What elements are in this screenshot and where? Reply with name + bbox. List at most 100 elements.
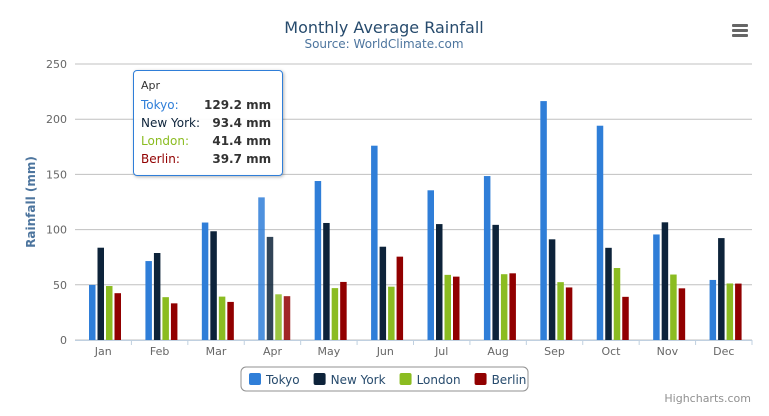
x-tick-label: Dec xyxy=(713,345,734,358)
bar-london-oct[interactable] xyxy=(613,268,621,340)
bar-new-york-oct[interactable] xyxy=(605,247,612,340)
bar-berlin-apr[interactable] xyxy=(283,296,291,340)
tooltip-row: Tokyo: 129.2 mm xyxy=(141,96,271,114)
x-tick-label: Apr xyxy=(263,345,283,358)
bar-tokyo-aug[interactable] xyxy=(483,176,491,340)
y-tick-label: 100 xyxy=(46,224,67,237)
legend-item-berlin[interactable]: Berlin xyxy=(474,373,527,387)
legend-item-tokyo[interactable]: Tokyo xyxy=(249,373,300,387)
bar-berlin-may[interactable] xyxy=(340,281,347,340)
legend-label: Tokyo xyxy=(265,373,300,387)
bar-new-york-jan[interactable] xyxy=(97,247,105,340)
bar-berlin-jul[interactable] xyxy=(453,276,460,340)
bar-new-york-dec[interactable] xyxy=(718,238,725,340)
x-tick-label: Oct xyxy=(601,345,621,358)
bar-new-york-apr[interactable] xyxy=(266,236,274,340)
tooltip-series-name: New York: xyxy=(141,116,200,130)
bar-london-jul[interactable] xyxy=(444,274,452,340)
x-tick-label: Jan xyxy=(94,345,112,358)
credits-link[interactable]: Highcharts.com xyxy=(664,392,751,405)
legend-label: New York xyxy=(331,373,386,387)
chart-subtitle: Source: WorldClimate.com xyxy=(304,37,463,51)
bar-tokyo-jun[interactable] xyxy=(371,145,378,340)
legend-symbol xyxy=(249,373,261,385)
bar-london-aug[interactable] xyxy=(500,274,508,340)
bar-london-may[interactable] xyxy=(331,288,339,340)
bar-london-apr[interactable] xyxy=(275,294,282,340)
bar-berlin-jun[interactable] xyxy=(396,256,404,340)
legend-item-london[interactable]: London xyxy=(399,373,461,387)
x-tick-label: Sep xyxy=(544,345,565,358)
bar-tokyo-apr[interactable] xyxy=(258,197,265,340)
bar-tokyo-dec[interactable] xyxy=(709,279,717,340)
tooltip-header: Apr xyxy=(141,79,161,92)
legend-symbol xyxy=(474,373,487,385)
bar-tokyo-mar[interactable] xyxy=(201,222,209,340)
x-tick-label: May xyxy=(318,345,341,358)
bar-new-york-feb[interactable] xyxy=(153,253,161,340)
tooltip-value: 129.2 mm xyxy=(204,98,272,112)
tooltip-value: 93.4 mm xyxy=(212,116,272,130)
bar-london-feb[interactable] xyxy=(162,297,169,340)
bar-london-mar[interactable] xyxy=(218,296,226,340)
y-tick-label: 150 xyxy=(46,168,67,181)
tooltip: Apr Tokyo: 129.2 mm New York: 93.4 mm London… xyxy=(133,70,283,176)
tooltip-row: London: 41.4 mm xyxy=(141,132,271,150)
chart-title: Monthly Average Rainfall xyxy=(284,18,483,37)
menu-button[interactable] xyxy=(728,20,752,40)
legend-symbol xyxy=(399,373,412,385)
tooltip-series-name: London: xyxy=(141,134,190,148)
bar-london-jan[interactable] xyxy=(106,286,113,340)
y-tick-label: 50 xyxy=(53,279,67,292)
tooltip-row: Berlin: 39.7 mm xyxy=(141,150,271,168)
x-tick-label: Mar xyxy=(206,345,227,358)
x-tick-label: Nov xyxy=(657,345,679,358)
bar-tokyo-jan[interactable] xyxy=(89,284,96,340)
bar-london-dec[interactable] xyxy=(726,283,734,340)
bar-new-york-aug[interactable] xyxy=(492,224,499,340)
bar-new-york-jul[interactable] xyxy=(436,224,443,340)
x-tick-label: Jun xyxy=(376,345,394,358)
x-tick-label: Feb xyxy=(150,345,169,358)
tooltip-value: 41.4 mm xyxy=(212,134,272,148)
bar-new-york-sep[interactable] xyxy=(548,239,556,340)
y-tick-label: 200 xyxy=(46,113,67,126)
tooltip-row: New York: 93.4 mm xyxy=(141,114,271,132)
y-tick-label: 0 xyxy=(60,334,67,347)
x-tick-label: Aug xyxy=(487,345,508,358)
legend-symbol xyxy=(313,373,326,385)
bar-london-nov[interactable] xyxy=(670,274,677,340)
bar-berlin-nov[interactable] xyxy=(678,288,686,340)
bar-new-york-mar[interactable] xyxy=(210,231,217,340)
bar-new-york-may[interactable] xyxy=(323,222,330,340)
tooltip-value: 39.7 mm xyxy=(212,152,272,166)
bar-new-york-nov[interactable] xyxy=(661,222,669,340)
y-axis-title: Rainfall (mm) xyxy=(24,156,38,248)
bar-tokyo-may[interactable] xyxy=(314,181,322,340)
bar-new-york-jun[interactable] xyxy=(379,246,387,340)
bar-london-sep[interactable] xyxy=(557,282,564,340)
bar-tokyo-feb[interactable] xyxy=(145,261,152,340)
tooltip-table: Tokyo: 129.2 mm New York: 93.4 mm London: 41.… xyxy=(141,96,271,168)
hamburger-menu-icon[interactable] xyxy=(732,24,748,37)
bar-tokyo-oct[interactable] xyxy=(596,125,604,341)
bar-berlin-dec[interactable] xyxy=(735,283,742,340)
bar-berlin-aug[interactable] xyxy=(509,273,516,340)
bar-berlin-jan[interactable] xyxy=(114,293,122,340)
legend-label: Berlin xyxy=(492,373,527,387)
bar-tokyo-nov[interactable] xyxy=(653,234,660,340)
bar-london-jun[interactable] xyxy=(388,286,395,340)
y-tick-label: 250 xyxy=(46,58,67,71)
bar-berlin-mar[interactable] xyxy=(227,301,234,340)
bar-tokyo-jul[interactable] xyxy=(427,190,435,340)
bar-berlin-sep[interactable] xyxy=(565,287,573,340)
bar-berlin-feb[interactable] xyxy=(170,303,178,340)
tooltip-series-name: Berlin: xyxy=(141,152,180,166)
bar-tokyo-sep[interactable] xyxy=(540,101,547,341)
x-tick-label: Jul xyxy=(434,345,448,358)
legend-item-new-york[interactable]: New York xyxy=(313,373,386,387)
tooltip-series-name: Tokyo: xyxy=(141,98,179,112)
bar-berlin-oct[interactable] xyxy=(622,296,629,340)
